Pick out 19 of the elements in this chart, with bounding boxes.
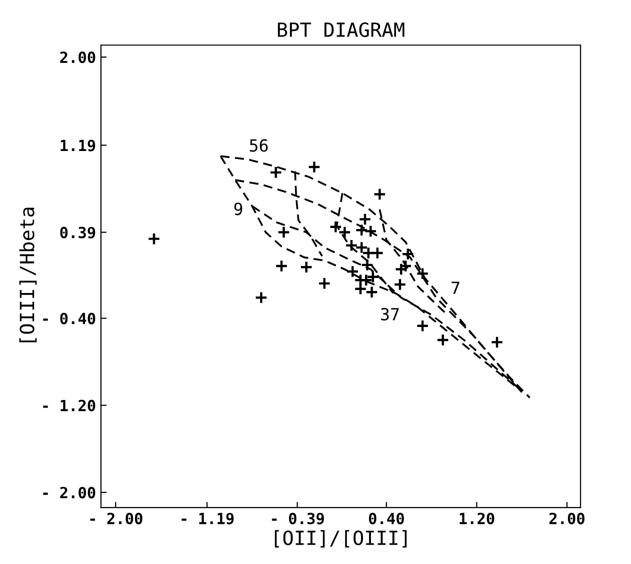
annotation: 37 bbox=[381, 308, 399, 321]
y-tick-label: - 2.00 bbox=[43, 486, 96, 498]
y-tick-label: - 1.20 bbox=[43, 400, 96, 412]
y-tick-label: 0.39 bbox=[60, 226, 96, 238]
y-tick-label: - 0.40 bbox=[43, 312, 96, 324]
y-tick-label: 1.19 bbox=[60, 140, 96, 152]
y-tick-label: 2.00 bbox=[60, 52, 96, 64]
x-axis-title: [OII]/[OIII] bbox=[274, 530, 407, 548]
annotation: 9 bbox=[234, 202, 242, 216]
x-tick-label: 0.40 bbox=[368, 512, 404, 524]
x-tick-label: - 0.39 bbox=[272, 512, 324, 524]
x-tick-label: 2.00 bbox=[549, 512, 584, 524]
y-axis-title: [OIII]/Hbeta bbox=[19, 208, 37, 342]
chart-title: BPT DIAGRAM bbox=[278, 22, 404, 38]
annotation: 7 bbox=[452, 282, 460, 294]
x-tick-label: - 2.00 bbox=[90, 512, 142, 524]
x-tick-label: - 1.19 bbox=[182, 512, 234, 524]
annotation: 56 bbox=[250, 139, 268, 152]
x-tick-label: 1.20 bbox=[460, 512, 494, 524]
